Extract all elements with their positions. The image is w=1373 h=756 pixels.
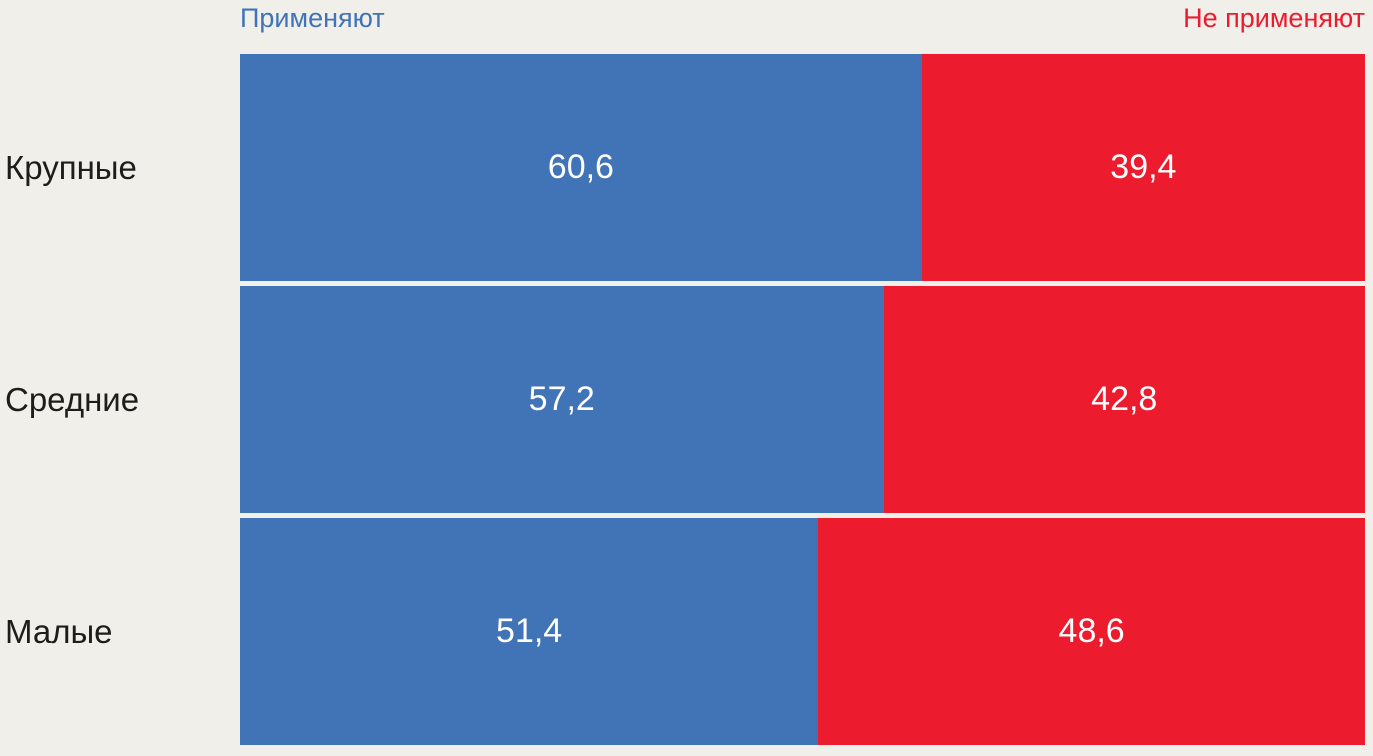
value-label: 39,4: [1110, 148, 1177, 186]
chart-row: Крупные 60,6 39,4: [0, 54, 1365, 281]
category-label: Крупные: [5, 148, 137, 186]
category-label: Малые: [5, 612, 113, 650]
value-label: 48,6: [1058, 612, 1125, 650]
bar-segment-apply: 57,2: [240, 286, 884, 513]
chart-row: Средние 57,2 42,8: [0, 286, 1365, 513]
chart-row: Малые 51,4 48,6: [0, 518, 1365, 745]
value-label: 51,4: [496, 612, 563, 650]
chart-rows: Крупные 60,6 39,4 Средние 57,2 42,8 Малые 51,4 4…: [0, 54, 1365, 745]
bar-segment-apply: 51,4: [240, 518, 819, 745]
bar-segment-not-apply: 42,8: [883, 286, 1365, 513]
bar-segment-apply: 60,6: [240, 54, 922, 281]
category-label: Средние: [5, 380, 140, 418]
legend-item-apply: Применяют: [240, 3, 385, 33]
value-label: 42,8: [1091, 380, 1158, 418]
bar-track: 60,6 39,4: [240, 54, 1365, 281]
value-label: 57,2: [528, 380, 595, 418]
bar-segment-not-apply: 39,4: [921, 54, 1365, 281]
chart-legend: Применяют Не применяют: [240, 3, 1365, 50]
bar-segment-not-apply: 48,6: [818, 518, 1365, 745]
bar-track: 57,2 42,8: [240, 286, 1365, 513]
legend-item-not-apply: Не применяют: [1183, 3, 1365, 33]
bar-track: 51,4 48,6: [240, 518, 1365, 745]
value-label: 60,6: [547, 148, 614, 186]
